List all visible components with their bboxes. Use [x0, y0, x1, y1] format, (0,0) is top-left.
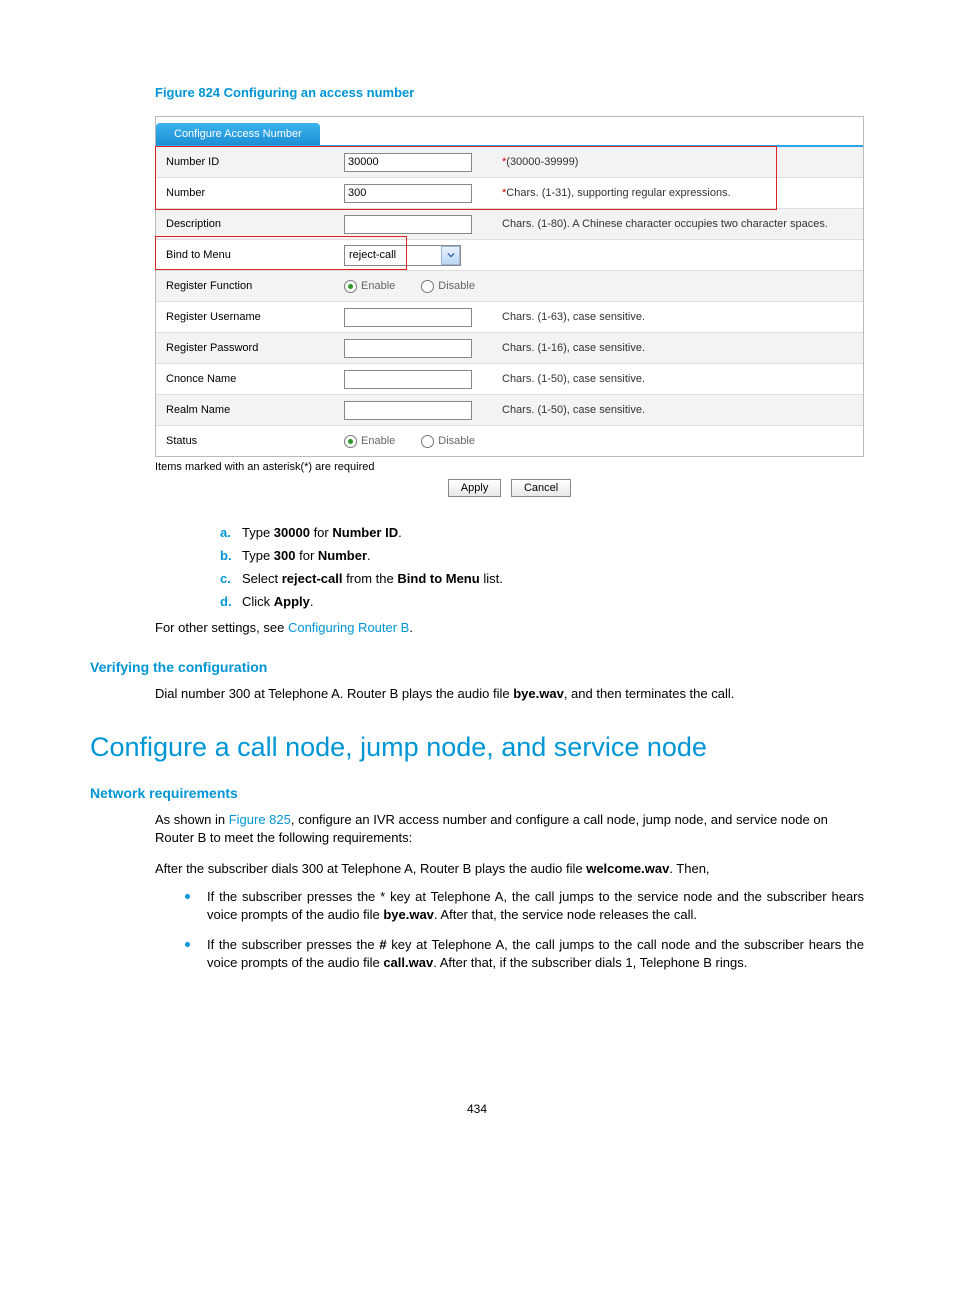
hint-register-password: Chars. (1-16), case sensitive. [494, 342, 863, 354]
radio-label-status-disable: Disable [438, 435, 475, 447]
verify-paragraph: Dial number 300 at Telephone A. Router B… [155, 685, 864, 703]
radio-status-disable[interactable] [421, 435, 434, 448]
step-c: c.Select reject-call from the Bind to Me… [220, 571, 864, 586]
step-b: b.Type 300 for Number. [220, 548, 864, 563]
row-status: Status Enable Disable [156, 426, 863, 456]
required-note: Items marked with an asterisk(*) are req… [155, 457, 864, 473]
figure-title: Figure 824 Configuring an access number [155, 85, 864, 100]
input-register-password[interactable] [344, 339, 472, 358]
hint-number: *Chars. (1-31), supporting regular expre… [494, 187, 863, 199]
label-realm: Realm Name [156, 404, 344, 416]
input-register-username[interactable] [344, 308, 472, 327]
label-number: Number [156, 187, 344, 199]
label-register-username: Register Username [156, 311, 344, 323]
link-configuring-router-b[interactable]: Configuring Router B [288, 620, 409, 635]
row-realm: Realm Name Chars. (1-50), case sensitive… [156, 395, 863, 426]
heading-verifying: Verifying the configuration [90, 659, 864, 675]
radio-regfunc-enable[interactable] [344, 280, 357, 293]
input-number-id[interactable] [344, 153, 472, 172]
input-realm[interactable] [344, 401, 472, 420]
row-register-function: Register Function Enable Disable [156, 271, 863, 302]
hint-realm: Chars. (1-50), case sensitive. [494, 404, 863, 416]
row-number-id: Number ID *(30000-39999) [156, 147, 863, 178]
hint-description: Chars. (1-80). A Chinese character occup… [494, 218, 863, 230]
screenshot-panel-wrap: Configure Access Number Number ID *(3000… [90, 116, 864, 497]
input-cnonce[interactable] [344, 370, 472, 389]
label-register-function: Register Function [156, 280, 344, 292]
label-status: Status [156, 435, 344, 447]
cancel-button[interactable]: Cancel [511, 479, 571, 497]
hint-cnonce: Chars. (1-50), case sensitive. [494, 373, 863, 385]
link-figure-825[interactable]: Figure 825 [229, 812, 291, 827]
netreq-p1: As shown in Figure 825, configure an IVR… [155, 811, 864, 846]
input-number[interactable] [344, 184, 472, 203]
heading-configure-nodes: Configure a call node, jump node, and se… [90, 732, 864, 763]
step-a: a.Type 30000 for Number ID. [220, 525, 864, 540]
bullet-1: If the subscriber presses the * key at T… [185, 888, 864, 924]
radio-regfunc-disable[interactable] [421, 280, 434, 293]
radio-status-enable[interactable] [344, 435, 357, 448]
radio-label-disable: Disable [438, 280, 475, 292]
label-description: Description [156, 218, 344, 230]
row-description: Description Chars. (1-80). A Chinese cha… [156, 209, 863, 240]
row-number: Number *Chars. (1-31), supporting regula… [156, 178, 863, 209]
row-bind-menu: Bind to Menu reject-call [156, 240, 863, 271]
active-tab[interactable]: Configure Access Number [156, 123, 320, 145]
label-number-id: Number ID [156, 156, 344, 168]
netreq-p2: After the subscriber dials 300 at Teleph… [155, 860, 864, 878]
bullet-2: If the subscriber presses the # key at T… [185, 936, 864, 972]
apply-button[interactable]: Apply [448, 479, 502, 497]
step-d: d.Click Apply. [220, 594, 864, 609]
bullet-list: If the subscriber presses the * key at T… [185, 888, 864, 973]
row-cnonce: Cnonce Name Chars. (1-50), case sensitiv… [156, 364, 863, 395]
page-number: 434 [90, 1102, 864, 1116]
label-bind-menu: Bind to Menu [156, 249, 344, 261]
radio-label-status-enable: Enable [361, 435, 395, 447]
chevron-down-icon [441, 246, 460, 265]
label-register-password: Register Password [156, 342, 344, 354]
input-description[interactable] [344, 215, 472, 234]
radio-label-enable: Enable [361, 280, 395, 292]
row-register-password: Register Password Chars. (1-16), case se… [156, 333, 863, 364]
select-bind-menu[interactable]: reject-call [344, 245, 461, 266]
config-panel: Configure Access Number Number ID *(3000… [155, 116, 864, 457]
tab-bar: Configure Access Number [156, 117, 863, 147]
heading-network-requirements: Network requirements [90, 785, 864, 801]
hint-number-id: *(30000-39999) [494, 156, 863, 168]
label-cnonce: Cnonce Name [156, 373, 344, 385]
hint-register-username: Chars. (1-63), case sensitive. [494, 311, 863, 323]
select-bind-menu-value: reject-call [345, 249, 441, 261]
ordered-steps: a.Type 30000 for Number ID. b.Type 300 f… [220, 525, 864, 609]
row-register-username: Register Username Chars. (1-63), case se… [156, 302, 863, 333]
other-settings-line: For other settings, see Configuring Rout… [155, 619, 864, 637]
